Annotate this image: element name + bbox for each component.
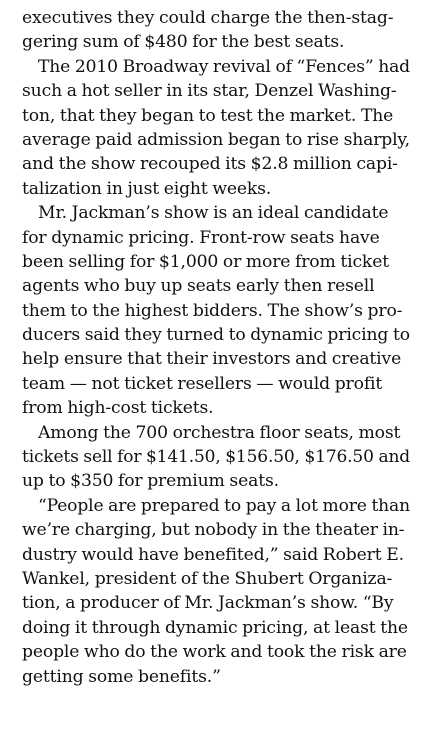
paragraph: Mr. Jackman’s show is an ideal candidate… (22, 201, 410, 421)
text-line: Among the 700 orchestra floor seats, mos… (38, 422, 401, 443)
text-line: average paid admission began to rise sha… (22, 129, 410, 150)
text-line: Wankel, president of the Shubert Organiz… (22, 568, 393, 589)
text-line: ton, that they began to test the market.… (22, 105, 394, 126)
text-line: “People are prepared to pay a lot more t… (38, 495, 410, 516)
article-column: executives they could charge the then-st… (22, 6, 410, 689)
text-line: Mr. Jackman’s show is an ideal candidate (38, 203, 389, 224)
text-line: people who do the work and took the risk… (22, 642, 407, 663)
text-line: dustry would have benefited,” said Rober… (22, 544, 404, 565)
text-line: team — not ticket resellers — would prof… (22, 373, 383, 394)
text-line: we’re charging, but nobody in the theate… (22, 520, 405, 541)
text-line: tickets sell for $141.50, $156.50, $176.… (22, 447, 410, 468)
text-line: agents who buy up seats early then resel… (22, 276, 375, 297)
text-line: gering sum of $480 for the best seats. (22, 32, 345, 53)
text-line: talization in just eight weeks. (22, 178, 272, 199)
text-line: help ensure that their investors and cre… (22, 349, 402, 370)
paragraph: executives they could charge the then-st… (22, 6, 410, 55)
text-line: tion, a producer of Mr. Jackman’s show. … (22, 593, 394, 614)
paragraph: “People are prepared to pay a lot more t… (22, 494, 410, 689)
text-line: for dynamic pricing. Front-row seats hav… (22, 227, 380, 248)
text-line: from high-cost tickets. (22, 398, 214, 419)
text-line: doing it through dynamic pricing, at lea… (22, 617, 408, 638)
text-line: been selling for $1,000 or more from tic… (22, 251, 389, 272)
text-line: such a hot seller in its star, Denzel Wa… (22, 81, 397, 102)
text-line: executives they could charge the then-st… (22, 8, 394, 28)
text-line: getting some benefits.” (22, 666, 221, 687)
paragraph: Among the 700 orchestra floor seats, mos… (22, 421, 410, 494)
paragraph: The 2010 Broadway revival of “Fences” ha… (22, 55, 410, 201)
text-line: ducers said they turned to dynamic prici… (22, 325, 410, 346)
text-line: The 2010 Broadway revival of “Fences” ha… (38, 56, 410, 77)
text-line: and the show recouped its $2.8 million c… (22, 154, 398, 175)
text-line: them to the highest bidders. The show’s … (22, 300, 403, 321)
text-line: up to $350 for premium seats. (22, 471, 279, 492)
